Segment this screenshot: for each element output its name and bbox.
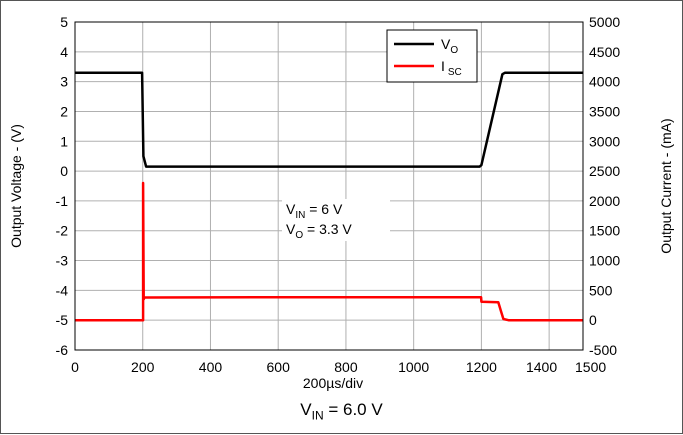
legend: VOI SC	[386, 29, 478, 83]
x-tick-label: 1400	[526, 359, 557, 375]
annotation-background	[282, 199, 390, 241]
chart: 0 200 400 600 800 1000 1200 1400 1500 5 4 3 2 1 0 -1 -2 -…	[8, 14, 674, 391]
y-left-tick-label: 0	[60, 163, 68, 179]
x-tick-label: 1200	[466, 359, 497, 375]
y-axis-label-left: Output Voltage - (V)	[8, 124, 24, 248]
series-line-VO	[75, 71, 583, 168]
plot-border	[74, 21, 584, 351]
y-right-tick-label: 1000	[589, 253, 620, 269]
x-tick-label: 600	[267, 359, 291, 375]
y-right-tick-label: 500	[589, 282, 613, 298]
x-tick-label: 800	[334, 359, 358, 375]
y-right-tick-label: 2000	[589, 193, 620, 209]
series-line-ISC	[75, 181, 583, 322]
y-left-tick-label: -6	[56, 342, 69, 358]
x-tick-label: 0	[71, 359, 79, 375]
legend-entry: VO	[441, 36, 458, 56]
top-border	[0, 0, 683, 1]
y-axis-label-right: Output Current - (mA)	[658, 118, 674, 253]
y-left-tick-label: 1	[60, 133, 68, 149]
legend-entry: I SC	[441, 58, 462, 78]
x-axis-label: 200µs/div	[303, 375, 363, 391]
y-right-tick-label: 4500	[589, 44, 620, 60]
y-right-tick-label: -500	[589, 342, 617, 358]
caption-sub: IN	[311, 408, 324, 423]
y-left-tick-label: 2	[60, 103, 68, 119]
caption-main: V	[300, 400, 312, 419]
y-left-tick-label: 5	[60, 14, 68, 30]
y-left-tick-label: 4	[60, 44, 68, 60]
legend-box	[386, 29, 478, 83]
y-right-tick-label: 4000	[589, 74, 620, 90]
y-right-tick-label: 3500	[589, 103, 620, 119]
y-left-tick-label: 3	[60, 74, 68, 90]
annotation-box: VIN = 6 V VO = 3.3 V	[282, 199, 390, 241]
y-right-tick-label: 2500	[589, 163, 620, 179]
annotation-vin: VIN = 6 V	[286, 201, 343, 221]
x-tick-label: 200	[131, 359, 155, 375]
y-right-tick-label: 3000	[589, 133, 620, 149]
y-right-tick-label: 5000	[589, 14, 620, 30]
x-tick-label: 1500	[575, 359, 606, 375]
series-layer	[75, 71, 583, 322]
y-left-tick-label: -3	[56, 253, 69, 269]
y-right-tick-label: 1500	[589, 223, 620, 239]
x-tick-label: 1000	[398, 359, 429, 375]
axes: 0 200 400 600 800 1000 1200 1400 1500 5 4 3 2 1 0 -1 -2 -…	[56, 14, 621, 375]
annotation-vo: VO = 3.3 V	[286, 221, 352, 241]
y-right-tick-label: 0	[589, 312, 597, 328]
y-left-tick-label: -4	[56, 282, 69, 298]
y-left-tick-label: -5	[56, 312, 69, 328]
y-left-tick-label: -1	[56, 193, 69, 209]
grid	[75, 22, 583, 350]
x-tick-label: 400	[199, 359, 223, 375]
y-left-tick-label: -2	[56, 223, 69, 239]
caption-rest: = 6.0 V	[323, 400, 383, 419]
caption: VIN = 6.0 V	[0, 400, 683, 422]
